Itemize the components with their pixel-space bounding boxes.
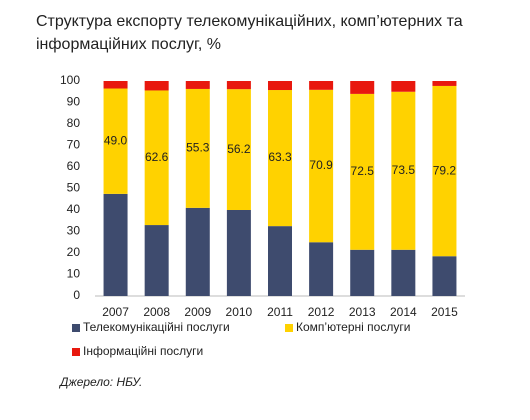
x-tick-label: 2013 <box>349 305 376 319</box>
data-label: 56.2 <box>227 142 251 156</box>
legend-label: Комп’ютерні послуги <box>296 320 410 334</box>
x-tick-label: 2007 <box>102 305 129 319</box>
legend-label: Інформаційні послуги <box>83 344 203 358</box>
y-tick-label: 90 <box>67 95 81 109</box>
legend-swatch <box>72 348 80 356</box>
bar-segment <box>268 90 292 227</box>
y-tick-label: 80 <box>67 116 81 130</box>
y-tick-label: 40 <box>67 202 81 216</box>
bar-segment <box>268 81 292 91</box>
bar-segment <box>350 93 375 250</box>
bar-segment <box>103 81 128 89</box>
bar-segment <box>391 91 416 250</box>
x-tick-label: 2014 <box>390 305 417 319</box>
bar-segment <box>144 225 169 296</box>
y-tick-label: 100 <box>60 73 80 87</box>
bar-segment <box>226 81 251 90</box>
bar-segment <box>432 256 457 296</box>
data-label: 55.3 <box>186 141 210 155</box>
data-label: 72.5 <box>351 164 375 178</box>
bar-segment <box>144 81 169 91</box>
bar-segment <box>144 90 169 226</box>
bar-segment <box>309 81 334 90</box>
y-tick-label: 0 <box>73 288 80 302</box>
bar-segment <box>350 249 375 296</box>
y-tick-label: 50 <box>67 181 81 195</box>
x-tick-label: 2010 <box>226 305 253 319</box>
chart-title: Структура експорту телекомунікаційних, к… <box>36 13 463 53</box>
bar-segment <box>432 81 457 86</box>
bar-segment <box>103 88 128 194</box>
y-tick-label: 60 <box>67 159 81 173</box>
x-tick-label: 2012 <box>308 305 335 319</box>
y-tick-label: 20 <box>67 245 81 259</box>
bar-segment <box>226 210 251 296</box>
data-label: 70.9 <box>309 158 333 172</box>
bar-segment <box>309 89 334 243</box>
legend-swatch <box>285 324 293 332</box>
bar-segment <box>391 249 416 296</box>
y-tick-label: 30 <box>67 224 81 238</box>
y-tick-label: 70 <box>67 138 81 152</box>
bar-segment <box>185 207 210 296</box>
data-label: 73.5 <box>392 163 416 177</box>
bar-segment <box>103 193 128 296</box>
data-label: 79.2 <box>433 163 457 177</box>
bar-segment <box>185 88 210 208</box>
data-label: 63.3 <box>268 150 292 164</box>
x-tick-label: 2009 <box>184 305 211 319</box>
x-tick-label: 2015 <box>431 305 458 319</box>
source: Джерело: НБУ. <box>58 375 142 389</box>
x-tick-label: 2011 <box>267 305 293 319</box>
bar-segment <box>432 85 457 257</box>
data-label: 62.6 <box>145 150 169 164</box>
bar-segment <box>185 81 210 89</box>
bar-segment <box>350 81 375 94</box>
y-tick-label: 10 <box>67 267 81 281</box>
bar-segment <box>268 226 292 296</box>
bar-segment <box>226 89 251 210</box>
legend-label: Телекомунікаційні послуги <box>83 320 230 334</box>
bar-segment <box>309 242 334 296</box>
data-label: 49.0 <box>104 133 128 147</box>
legend-swatch <box>72 324 80 332</box>
x-tick-label: 2008 <box>143 305 170 319</box>
bar-segment <box>391 81 416 92</box>
